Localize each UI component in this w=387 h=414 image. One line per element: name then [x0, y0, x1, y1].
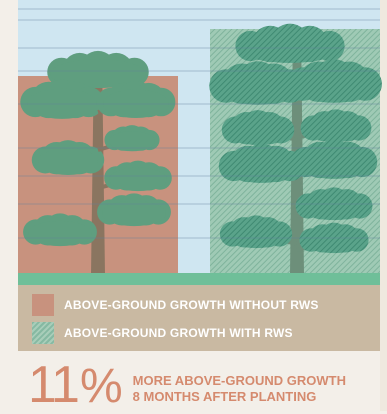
- right-tree-foliage: [286, 59, 382, 103]
- swatch-with-rws: [32, 322, 54, 344]
- left-tree-foliage-base: [28, 220, 92, 247]
- right-tree-foliage-base: [216, 71, 300, 105]
- left-tree-foliage-base: [38, 148, 98, 176]
- left-tree-foliage-base: [50, 59, 146, 88]
- stat-caption-line-1: MORE ABOVE-GROUND GROWTH: [132, 373, 346, 388]
- right-margin-strip: [380, 0, 387, 411]
- right-tree-foliage-base: [225, 152, 299, 183]
- right-tree-foliage: [218, 143, 306, 183]
- stat-number: 11: [28, 356, 80, 414]
- right-tree-foliage: [221, 110, 295, 146]
- swatch-without-rws: [32, 294, 54, 316]
- left-tree-foliage: [20, 79, 104, 119]
- right-tree-foliage-base: [297, 148, 371, 179]
- right-tree-foliage-base: [228, 118, 288, 146]
- ground-strip: [18, 273, 380, 285]
- legend-label-with-rws: ABOVE-GROUND GROWTH WITH RWS: [64, 326, 293, 340]
- left-tree-foliage: [104, 125, 160, 152]
- left-tree-trunk: [91, 70, 105, 275]
- legend-label-without-rws: ABOVE-GROUND GROWTH WITHOUT RWS: [64, 298, 319, 312]
- right-tree-foliage-base: [293, 69, 375, 103]
- legend-item-with-rws: ABOVE-GROUND GROWTH WITH RWS: [18, 322, 378, 344]
- left-tree-foliage-base: [109, 131, 155, 152]
- left-tree-foliage: [47, 50, 149, 88]
- left-tree-foliage: [97, 193, 171, 227]
- gridlines: [18, 8, 380, 239]
- right-tree-foliage: [300, 109, 372, 143]
- stat-caption: MORE ABOVE-GROUND GROWTH 8 MONTHS AFTER …: [133, 373, 346, 405]
- right-tree-foliage: [219, 215, 293, 249]
- right-tree-foliage-base: [225, 222, 287, 249]
- right-tree-foliage-base: [304, 229, 364, 254]
- growth-statistic: 11 % MORE ABOVE-GROUND GROWTH 8 MONTHS A…: [28, 353, 346, 411]
- legend-panel: [18, 285, 380, 351]
- legend-item-without-rws: ABOVE-GROUND GROWTH WITHOUT RWS: [18, 294, 378, 316]
- stat-percent-sign: %: [79, 360, 123, 413]
- right-tree-foliage-base: [300, 194, 368, 221]
- left-tree-foliage-base: [109, 167, 167, 192]
- left-tree-foliage-base: [102, 200, 166, 227]
- left-tree-foliage: [31, 140, 105, 176]
- stat-caption-line-2: 8 MONTHS AFTER PLANTING: [132, 389, 317, 404]
- right-tree-foliage-base: [306, 116, 366, 143]
- right-tree-foliage: [290, 139, 378, 179]
